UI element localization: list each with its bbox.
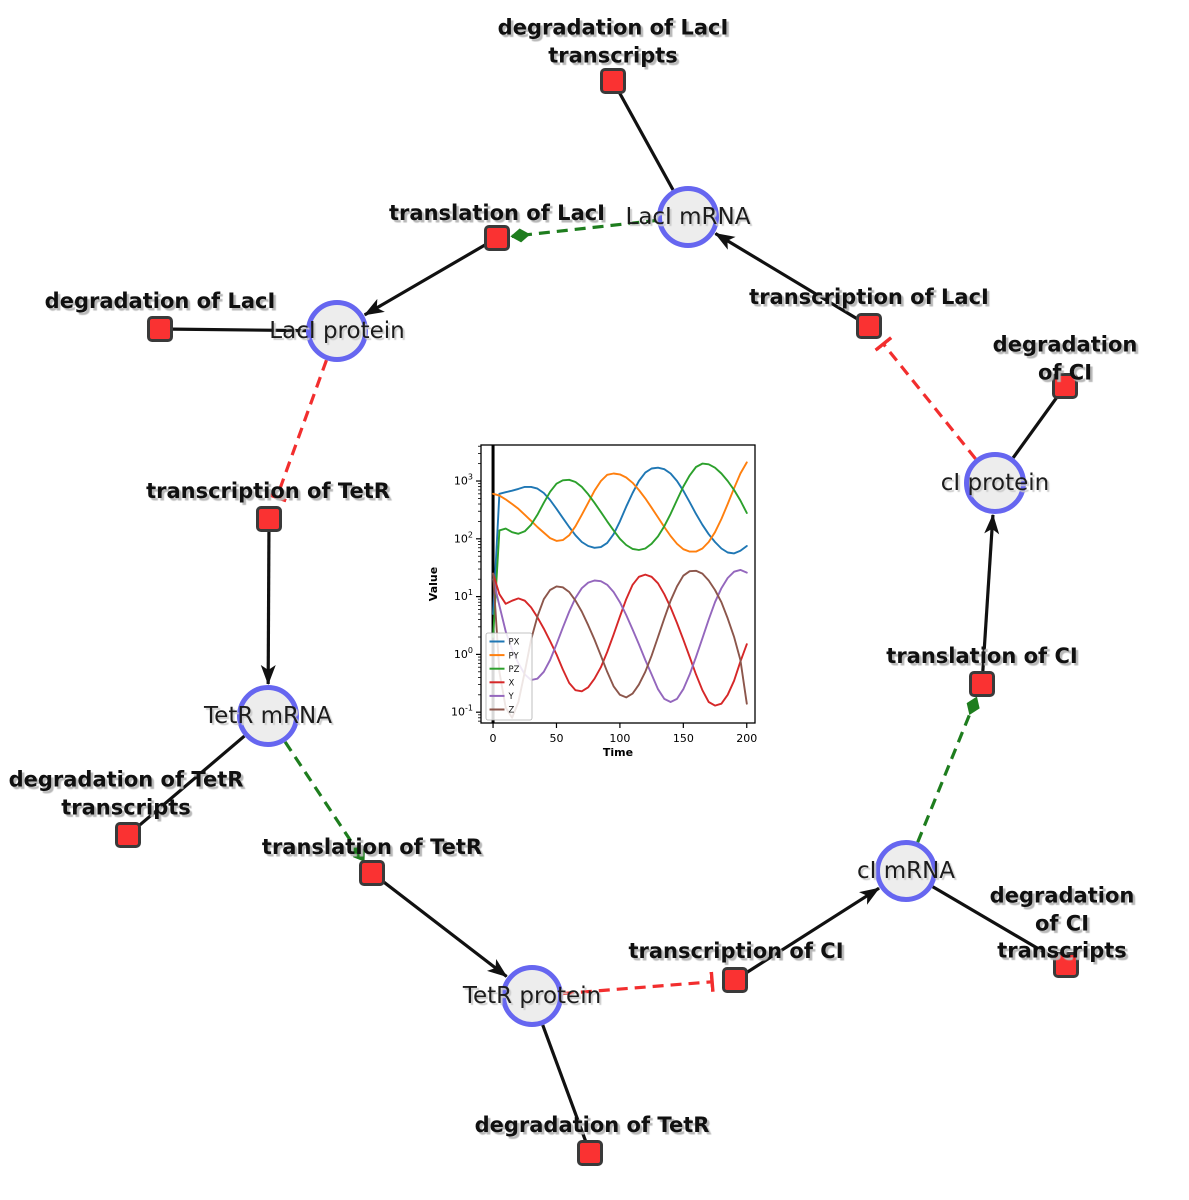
series-PX: [492, 466, 748, 615]
edge-inhibition-laci_protein-transcription_tetr: [266, 359, 328, 503]
edge-inhibition-tetr_protein-transcription_ci: [562, 971, 715, 996]
edge-product-transcription_ci-ci_mrna: [745, 886, 880, 975]
edge-reactant-laci_mrna-deg_laci_tx: [617, 91, 675, 191]
series-Z: [492, 569, 748, 719]
legend-label-Y: Y: [508, 692, 515, 702]
legend: PX PY PZ XYZ: [485, 632, 533, 721]
x-tick-label: 200: [736, 732, 757, 745]
y-axis-label: Value: [427, 567, 440, 601]
edge-modifier-laci_mrna-translation_laci: [510, 218, 658, 243]
x-tick-label: 50: [549, 732, 563, 745]
curves: [492, 461, 748, 719]
x-tick-label: 100: [609, 732, 630, 745]
series-PY: [492, 461, 748, 553]
edge-product-transcription_tetr-tetr_mrna: [260, 531, 276, 686]
legend-label-PX: PX: [509, 638, 520, 648]
legend-label-PZ: PZ: [509, 665, 520, 675]
edge-reactant-ci_protein-deg_ci: [1011, 395, 1059, 459]
series-X: [492, 572, 748, 707]
x-tick-label: 150: [673, 732, 694, 745]
x-tick-label: 0: [490, 732, 497, 745]
edge-product-transcription_laci-laci_mrna: [714, 232, 859, 321]
y-tick-label: 101: [454, 588, 473, 603]
edge-reactant-tetr_protein-deg_tetr: [541, 1024, 587, 1142]
series-Y: [492, 568, 748, 703]
edge-product-translation_laci-laci_protein: [363, 243, 487, 317]
edge-reactant-ci_mrna-deg_ci_tx: [931, 885, 1056, 960]
y-tick-label: 100: [454, 646, 473, 661]
edge-product-translation_ci-ci_protein: [981, 513, 1000, 672]
edge-reactant-laci_protein-deg_laci: [172, 327, 307, 333]
axes-box: [480, 444, 756, 724]
edge-modifier-tetr_mrna-translation_tetr: [283, 740, 366, 862]
edge-reactant-tetr_mrna-deg_tetr_tx: [136, 734, 246, 828]
legend-label-PY: PY: [509, 651, 520, 661]
legend-label-X: X: [509, 679, 515, 689]
y-tick-label: 102: [454, 530, 473, 545]
legend-label-Z: Z: [509, 706, 515, 716]
x-axis-label: Time: [603, 746, 633, 759]
y-tick-label: 103: [454, 473, 473, 488]
edge-inhibition-ci_protein-transcription_laci: [874, 336, 977, 460]
edge-product-translation_tetr-tetr_protein: [381, 879, 508, 978]
edge-modifier-ci_mrna-translation_ci: [916, 696, 980, 843]
y-tick-label: 10-1: [451, 704, 473, 719]
series-PZ: [492, 462, 748, 638]
